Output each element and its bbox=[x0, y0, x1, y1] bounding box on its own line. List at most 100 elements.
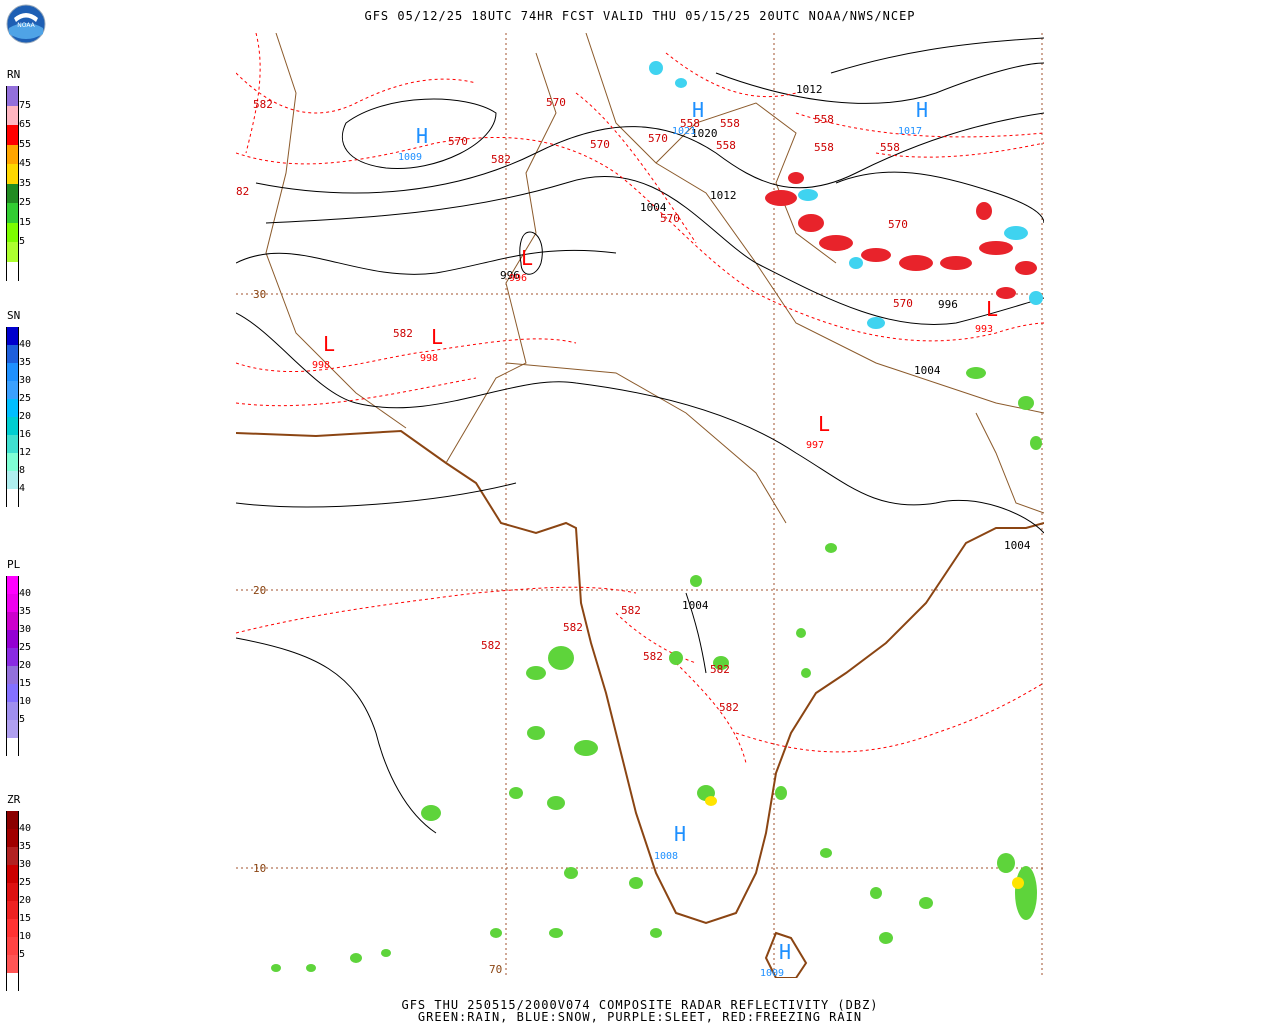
thickness-label: 570 bbox=[448, 135, 468, 148]
legend-row: 35 bbox=[6, 345, 46, 368]
precipitation-echoes bbox=[271, 61, 1043, 972]
precip-echo bbox=[690, 575, 702, 587]
pressure-value: 998 bbox=[312, 360, 330, 371]
thickness-label: 582 bbox=[621, 604, 641, 617]
precip-echo bbox=[819, 235, 853, 251]
pressure-value: 993 bbox=[975, 324, 993, 335]
isobar-label: 1004 bbox=[640, 201, 667, 214]
legend-title-pl: PL bbox=[7, 558, 21, 571]
precip-echo bbox=[979, 241, 1013, 255]
legend-swatch bbox=[6, 937, 19, 955]
legend-swatch bbox=[6, 203, 19, 223]
legend-row: 65 bbox=[6, 105, 46, 130]
precip-echo bbox=[564, 867, 578, 879]
chart-title: GFS 05/12/25 18UTC 74HR FCST VALID THU 0… bbox=[364, 9, 916, 23]
legend-label: 45 bbox=[19, 158, 32, 169]
legend-row: 25 bbox=[6, 865, 46, 888]
legend-swatch bbox=[6, 883, 19, 901]
footer-line-2: GREEN:RAIN, BLUE:SNOW, PURPLE:SLEET, RED… bbox=[417, 1010, 863, 1024]
legend-swatch bbox=[6, 648, 19, 666]
thickness-label: 82 bbox=[236, 185, 249, 198]
legend-row: 15 bbox=[6, 901, 46, 924]
thickness-label: 582 bbox=[710, 663, 730, 676]
legend-label: 25 bbox=[19, 197, 32, 208]
precip-echo bbox=[849, 257, 863, 269]
precip-echo bbox=[825, 543, 837, 553]
isobar-label: 1012 bbox=[796, 83, 823, 96]
legend-label: 40 bbox=[19, 588, 32, 599]
legend-swatch bbox=[6, 86, 19, 106]
legend-row: 10 bbox=[6, 684, 46, 707]
precip-echo bbox=[713, 656, 729, 670]
precip-echo bbox=[350, 953, 362, 963]
thickness-label: 558 bbox=[814, 113, 834, 126]
legend-title-sn: SN bbox=[7, 309, 21, 322]
grid-labels: 30 20 10 70 bbox=[253, 288, 502, 976]
precip-echo bbox=[548, 646, 574, 670]
precip-echo bbox=[801, 668, 811, 678]
thickness-labels: 582 570 570 558 558 558 558 558 558 570 … bbox=[236, 96, 913, 714]
legend-label: 30 bbox=[19, 624, 32, 635]
legend-label: 12 bbox=[19, 447, 32, 458]
low-pressure-symbol: L bbox=[986, 297, 998, 321]
legend-row: 15 bbox=[6, 203, 46, 227]
legend-swatch bbox=[6, 847, 19, 865]
borders bbox=[265, 33, 1044, 524]
legend-label: 15 bbox=[19, 678, 32, 689]
legend-label: 16 bbox=[19, 429, 32, 440]
legend-label: 10 bbox=[19, 696, 32, 707]
legend-label: 5 bbox=[19, 949, 26, 960]
precip-echo bbox=[996, 287, 1016, 299]
thickness-label: 582 bbox=[253, 98, 273, 111]
precip-echo bbox=[509, 787, 523, 799]
legend-label: 40 bbox=[19, 823, 32, 834]
legend-swatch bbox=[6, 612, 19, 630]
legend-label: 55 bbox=[19, 138, 32, 150]
legend-row: 55 bbox=[6, 125, 46, 149]
legend-swatch bbox=[6, 222, 19, 242]
legend-swatch bbox=[6, 720, 19, 738]
legend-row: 16 bbox=[6, 417, 46, 440]
legend-swatch bbox=[6, 666, 19, 684]
legend-swatch bbox=[6, 435, 19, 453]
legend-swatch bbox=[6, 684, 19, 702]
legend-swatch bbox=[6, 489, 19, 507]
legend-swatch bbox=[6, 811, 19, 829]
legend-swatch bbox=[6, 363, 19, 381]
legend-row bbox=[6, 955, 46, 973]
legend-label: 20 bbox=[19, 660, 32, 671]
precip-echo bbox=[381, 949, 391, 957]
thickness-label: 582 bbox=[643, 650, 663, 663]
footer-line-1: GFS THU 250515/2000V074 COMPOSITE RADAR … bbox=[401, 998, 879, 1012]
legend-label: 40 bbox=[19, 339, 32, 350]
legend-swatch bbox=[6, 105, 19, 125]
legend-swatch bbox=[6, 594, 19, 612]
pressure-value: 997 bbox=[806, 440, 824, 451]
legend-label: 8 bbox=[19, 465, 26, 476]
legend-row: 30 bbox=[6, 847, 46, 870]
legend-row: 35 bbox=[6, 164, 46, 188]
legend-label: 5 bbox=[19, 714, 26, 725]
thickness-label: 582 bbox=[491, 153, 511, 166]
thickness-label: 570 bbox=[888, 218, 908, 231]
high-pressure-symbol: H bbox=[674, 822, 686, 846]
legend-swatch bbox=[6, 261, 19, 281]
precip-echo bbox=[997, 853, 1015, 873]
low-pressure-symbol: L bbox=[323, 332, 335, 356]
precip-echo bbox=[879, 932, 893, 944]
legend-row bbox=[6, 261, 46, 281]
precip-echo bbox=[966, 367, 986, 379]
isobar-label: 1004 bbox=[1004, 539, 1031, 552]
precip-echo bbox=[421, 805, 441, 821]
legend-row bbox=[6, 489, 46, 507]
high-pressure-symbol: H bbox=[416, 124, 428, 148]
legend-row: 20 bbox=[6, 883, 46, 906]
legend-row: 40 bbox=[6, 811, 46, 834]
legend-label: 20 bbox=[19, 411, 32, 422]
thickness-label: 582 bbox=[393, 327, 413, 340]
pressure-value: 998 bbox=[420, 353, 438, 364]
precip-echo bbox=[705, 796, 717, 806]
thickness-label: 570 bbox=[546, 96, 566, 109]
legend-swatch bbox=[6, 829, 19, 847]
thickness-label: 558 bbox=[720, 117, 740, 130]
